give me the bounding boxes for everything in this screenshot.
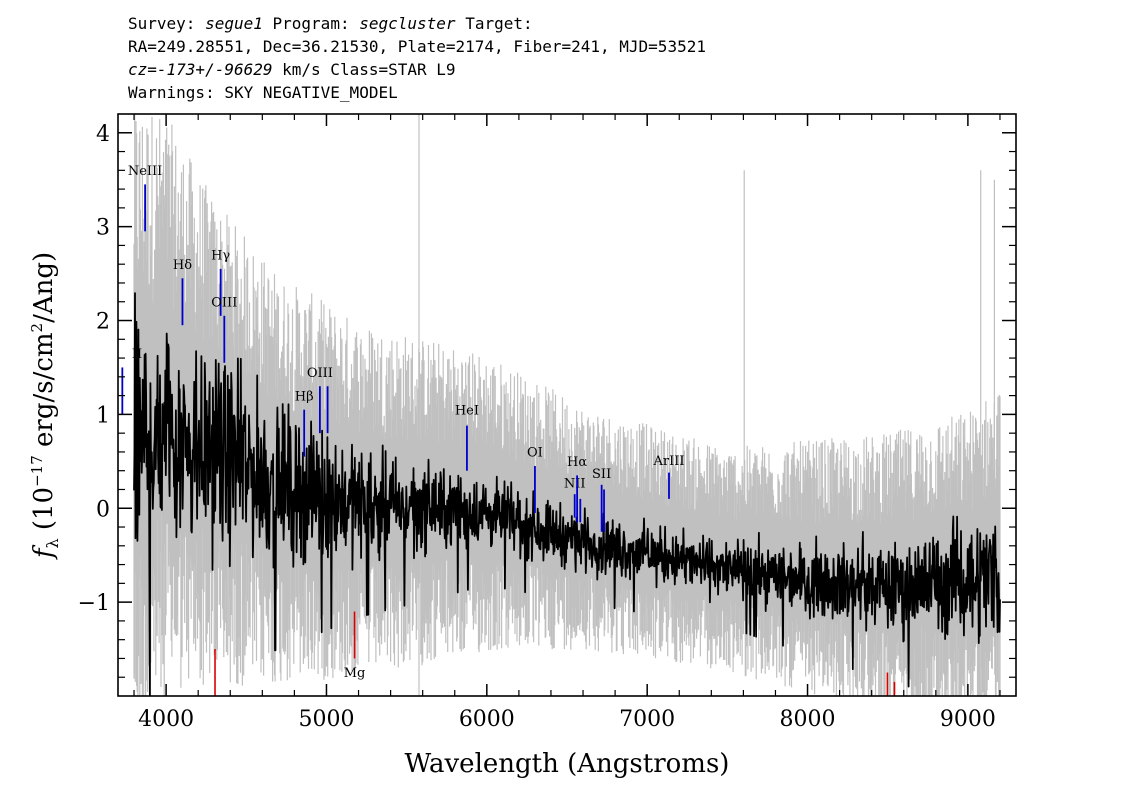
program-value: segcluster	[359, 14, 456, 33]
survey-label: Survey:	[128, 14, 196, 33]
error-band-layer	[133, 114, 1001, 696]
emission-line-label: OI	[527, 446, 543, 461]
axis-ticks-layer: 4000 5000 6000 7000 8000 9000 −1 0 1 2 3 4	[78, 114, 1016, 732]
emission-line-label: Hγ	[211, 249, 230, 264]
spectrum-header: Survey: segue1 Program: segcluster Targe…	[128, 12, 1028, 104]
y-label-units: erg/s/cm	[29, 332, 59, 455]
class-value: km/s Class=STAR L9	[282, 60, 456, 79]
redshift-value: cz=-173+/-96629	[128, 60, 273, 79]
emission-line-label: OIII	[307, 366, 333, 381]
y-tick-label: 4	[96, 122, 110, 147]
header-line-warnings: Warnings: SKY NEGATIVE_MODEL	[128, 83, 398, 102]
emission-line-label: Hα	[567, 455, 587, 470]
emission-line-label: HeI	[455, 403, 479, 418]
y-tick-label: 3	[96, 216, 110, 241]
header-line-survey: Survey: segue1 Program: segcluster Targe…	[128, 12, 1028, 35]
emission-line-label: Hδ	[173, 258, 192, 273]
program-label: Program:	[272, 14, 350, 33]
x-axis-label: Wavelength (Angstroms)	[405, 749, 730, 779]
flux-layer	[133, 292, 1001, 696]
y-label-subscript: λ	[43, 538, 62, 548]
x-tick-label: 6000	[459, 707, 515, 732]
flux-series-line	[133, 292, 1001, 696]
y-label-prefix: (10	[29, 487, 59, 539]
emission-line-label: Hβ	[295, 389, 314, 404]
x-tick-label: 9000	[940, 707, 996, 732]
emission-line-label: NeIII	[128, 164, 162, 179]
header-line-redshift: cz=-173+/-96629 km/s Class=STAR L9	[128, 58, 1028, 81]
error-band	[133, 114, 1001, 696]
y-axis-label: fλ (10−17 erg/s/cm2/Ang)	[28, 252, 62, 560]
x-tick-label: 8000	[780, 707, 836, 732]
spectral-lines-layer: II NeIII Hδ Hγ OIII Hβ OIII HeI OI NII Hα SII ArIII M…	[121, 164, 896, 696]
y-tick-label: −1	[78, 591, 110, 616]
x-tick-label: 4000	[138, 707, 194, 732]
header-line-coordinates: RA=249.28551, Dec=36.21530, Plate=2174, …	[128, 37, 706, 56]
target-label: Target:	[465, 14, 533, 33]
emission-line-label: II	[132, 347, 142, 362]
y-tick-label: 0	[96, 497, 110, 522]
x-tick-label: 5000	[298, 707, 354, 732]
y-tick-label: 2	[96, 310, 110, 335]
y-label-exponent: −17	[28, 455, 46, 487]
y-label-suffix: /Ang)	[29, 252, 59, 323]
emission-line-label: NII	[564, 477, 586, 492]
survey-value: segue1	[205, 14, 263, 33]
x-tick-label: 7000	[619, 707, 675, 732]
y-label-exponent-2: 2	[28, 323, 46, 333]
emission-line-label: SII	[592, 467, 611, 482]
emission-line-label: OIII	[211, 295, 237, 310]
absorption-line-label: Mg	[344, 666, 366, 681]
emission-line-label: ArIII	[652, 454, 684, 469]
y-tick-label: 1	[96, 403, 110, 428]
plot-frame	[117, 113, 1017, 697]
